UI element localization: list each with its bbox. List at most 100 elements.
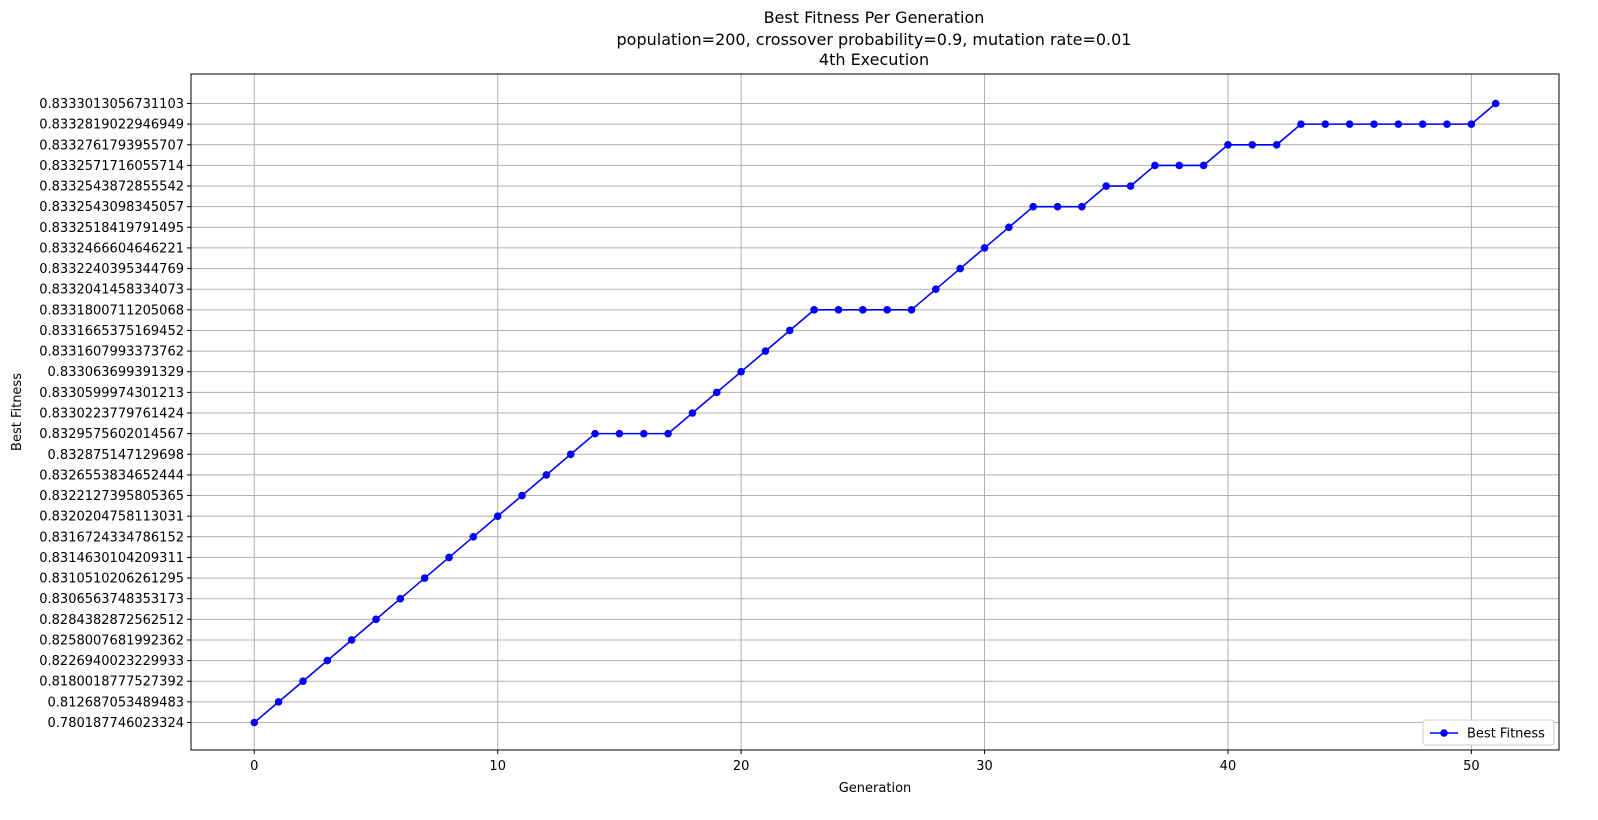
y-tick-label: 0.8330599974301213 (39, 386, 184, 401)
y-tick-label: 0.8332543872855542 (39, 180, 184, 195)
y-tick-label: 0.8226940023229933 (39, 654, 184, 669)
data-point (688, 409, 697, 417)
data-point (639, 429, 648, 438)
y-tick-label: 0.832875147129698 (48, 448, 184, 463)
data-point (591, 429, 599, 438)
data-point (786, 326, 794, 335)
chart-execution-label: 4th Execution (819, 50, 929, 69)
data-point (420, 574, 429, 582)
y-tick-label: 0.8332041458334073 (39, 283, 184, 298)
data-point (1151, 161, 1159, 170)
data-point (1394, 120, 1403, 128)
data-point (1005, 223, 1013, 232)
data-point (542, 471, 551, 479)
y-tick-label: 0.8322127395805365 (39, 489, 184, 504)
data-point (1345, 120, 1354, 128)
data-point (1224, 140, 1232, 149)
data-point (834, 306, 843, 314)
x-tick-label: 10 (489, 759, 506, 774)
data-point (347, 636, 356, 644)
data-point (493, 512, 502, 520)
y-tick-label: 0.8333013056731103 (39, 97, 184, 112)
y-axis-label: Best Fitness (10, 373, 25, 451)
data-point (323, 656, 332, 665)
y-tick-label: 0.8316724334786152 (39, 530, 184, 545)
y-tick-label: 0.8332571716055714 (39, 159, 184, 174)
y-tick-label: 0.8180018777527392 (39, 675, 184, 690)
y-tick-label: 0.8331607993373762 (39, 345, 184, 360)
chart-subtitle: population=200, crossover probability=0.… (617, 30, 1132, 49)
y-tick-label: 0.8332543098345057 (39, 200, 184, 215)
data-point (1443, 120, 1451, 128)
series-line (253, 102, 1497, 724)
data-point (250, 718, 259, 727)
data-point (712, 388, 721, 397)
data-point (396, 594, 405, 603)
y-tick-label: 0.833063699391329 (48, 365, 184, 380)
data-point (566, 450, 575, 459)
data-point (883, 306, 891, 314)
y-tick-label: 0.8331800711205068 (39, 303, 184, 318)
data-point (737, 367, 745, 376)
data-point (518, 491, 526, 500)
y-tick-label: 0.812687053489483 (48, 695, 184, 710)
data-point (1491, 99, 1500, 108)
y-tick-label: 0.8332819022946949 (39, 118, 184, 133)
data-point (980, 244, 989, 252)
data-point (1029, 202, 1038, 211)
legend-box (1422, 719, 1555, 746)
x-tick-label: 0 (250, 759, 258, 774)
data-point (1053, 202, 1062, 211)
data-point (810, 306, 818, 314)
data-point (1199, 161, 1208, 170)
data-point (1126, 182, 1135, 190)
y-tick-label: 0.8326553834652444 (39, 468, 184, 483)
data-point (1102, 182, 1111, 190)
data-point (1248, 140, 1257, 149)
y-tick-label: 0.8332466604646221 (39, 241, 184, 256)
data-point (761, 347, 770, 355)
data-point (274, 698, 283, 706)
y-axis-ticks: 0.780187746023324 0.812687053489483 0.8180… (39, 97, 191, 731)
grid (191, 74, 1559, 750)
series-best-fitness (250, 99, 1500, 727)
data-point (299, 677, 307, 686)
x-tick-label: 50 (1463, 759, 1480, 774)
chart-title: Best Fitness Per Generation (764, 8, 985, 27)
y-tick-label: 0.8310510206261295 (39, 572, 184, 587)
legend-label: Best Fitness (1467, 727, 1545, 742)
y-tick-label: 0.8320204758113031 (39, 510, 184, 525)
data-point (372, 615, 380, 624)
plot-frame (190, 73, 1560, 751)
data-point (445, 553, 453, 562)
data-point (615, 429, 624, 438)
data-point (1078, 202, 1086, 211)
y-tick-label: 0.8330223779761424 (39, 407, 184, 422)
y-tick-label: 0.8314630104209311 (39, 551, 184, 566)
data-point (859, 306, 867, 314)
x-axis-ticks: 0 10 20 30 40 50 (250, 750, 1480, 774)
y-tick-label: 0.8332761793955707 (39, 138, 184, 153)
data-point (1272, 140, 1281, 149)
x-tick-label: 40 (1220, 759, 1237, 774)
x-tick-label: 20 (733, 759, 750, 774)
data-point (1418, 120, 1427, 128)
y-tick-label: 0.780187746023324 (48, 716, 184, 731)
y-tick-label: 0.8332518419791495 (39, 221, 184, 236)
legend-marker-swatch (1440, 729, 1448, 737)
data-point (1370, 120, 1378, 128)
data-point (1175, 161, 1184, 170)
y-tick-label: 0.8332240395344769 (39, 262, 184, 277)
data-point (956, 264, 964, 273)
data-point (1467, 120, 1476, 128)
data-point (907, 306, 916, 314)
data-point (469, 533, 478, 541)
y-tick-label: 0.8329575602014567 (39, 427, 184, 442)
data-point (1297, 120, 1305, 128)
legend: Best Fitness (1422, 719, 1555, 746)
x-axis-label: Generation (839, 781, 912, 796)
data-point (664, 429, 672, 438)
y-tick-label: 0.8331665375169452 (39, 324, 184, 339)
